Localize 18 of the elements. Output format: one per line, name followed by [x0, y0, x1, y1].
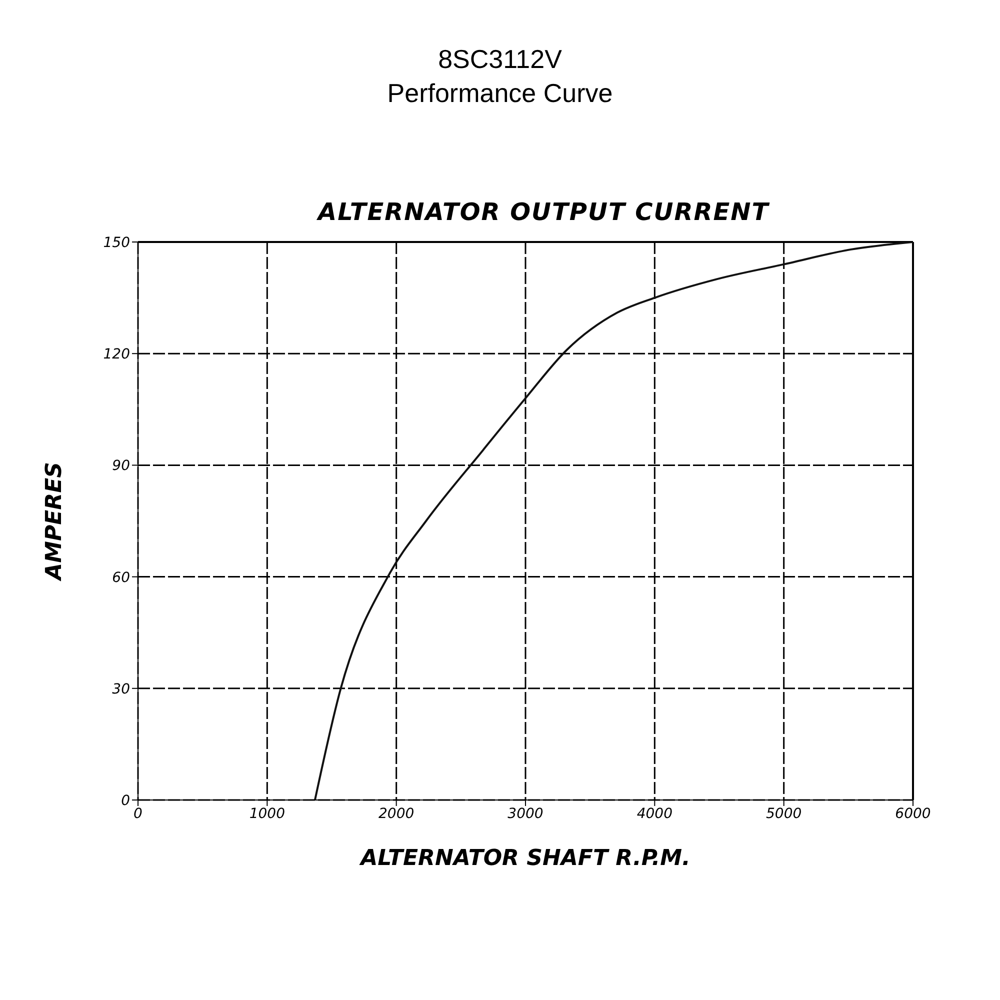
y-tick-label: 0 — [121, 792, 130, 809]
x-tick-label: 3000 — [508, 806, 544, 822]
x-tick-label: 2000 — [378, 806, 414, 822]
y-tick-label: 150 — [103, 234, 130, 251]
text: ALTERNATOR OUTPUT CURRENT — [318, 198, 770, 226]
y-tick-label: 120 — [103, 346, 130, 363]
x-axis-title: ALTERNATOR SHAFT R.P.M. — [358, 846, 690, 871]
x-tick-label: 4000 — [636, 806, 673, 822]
chart-subtitle: Performance Curve — [386, 77, 614, 110]
y-tick-label: 90 — [112, 458, 130, 474]
y-axis-title: AMPERES — [42, 462, 67, 582]
y-tick-label: 30 — [112, 681, 130, 698]
chart-title: 8SC3112V — [437, 43, 563, 76]
x-tick-label: 1000 — [249, 806, 286, 822]
y-tick-label: 60 — [112, 570, 130, 586]
x-tick-label: 5000 — [766, 806, 802, 822]
x-tick-label: 6000 — [895, 806, 931, 822]
x-tick-label: 0 — [134, 806, 143, 822]
